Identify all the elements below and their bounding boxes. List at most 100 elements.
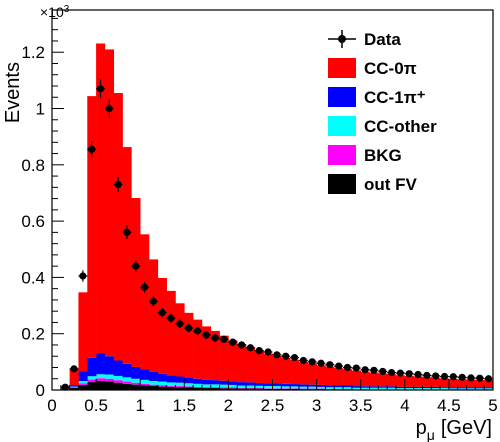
bar-cc0-25: [272, 355, 282, 384]
bar-cc1-28: [298, 384, 309, 387]
y-multiplier: ×103: [40, 4, 70, 20]
bar-ccother-49: [484, 388, 494, 390]
x-tick-label-8: 4: [400, 396, 409, 415]
bar-bkg-8: [122, 381, 132, 384]
bar-outfv-9: [131, 384, 141, 390]
bar-ccother-48: [475, 388, 485, 390]
bar-outfv-19: [219, 388, 229, 390]
data-point-44: [449, 373, 457, 381]
bar-outfv-16: [193, 387, 203, 390]
bar-cc0-24: [263, 353, 273, 384]
bar-cc1-14: [175, 376, 185, 383]
bar-cc0-30: [316, 365, 326, 385]
bar-ccother-33: [343, 387, 353, 389]
bar-ccother-20: [228, 384, 238, 388]
bar-cc1-33: [343, 385, 353, 388]
bar-cc0-39: [395, 375, 406, 387]
bar-cc0-43: [431, 377, 441, 387]
bar-cc0-5: [96, 43, 106, 354]
data-point-11: [158, 308, 166, 317]
bar-cc0-18: [210, 330, 220, 381]
bar-bkg-27: [290, 388, 300, 389]
x-tick-label-10: 5: [488, 396, 497, 415]
x-tick-label-6: 3: [312, 396, 321, 415]
x-tick-label-9: 4.5: [437, 396, 461, 415]
bar-ccother-12: [157, 381, 167, 386]
bar-bkg-3: [78, 383, 88, 385]
bar-ccother-35: [360, 387, 370, 390]
bar-cc0-15: [184, 312, 194, 378]
bar-bkg-28: [298, 388, 309, 390]
bar-ccother-6: [104, 374, 115, 379]
bar-ccother-4: [87, 376, 97, 380]
bar-ccother-8: [122, 377, 132, 382]
bar-ccother-5: [96, 374, 106, 379]
data-point-48: [484, 375, 493, 383]
data-point-24: [273, 351, 281, 359]
data-point-23: [264, 348, 272, 356]
bar-outfv-10: [140, 385, 150, 390]
bar-cc1-26: [281, 383, 291, 387]
bar-bkg-18: [210, 387, 220, 389]
bar-bkg-11: [149, 384, 159, 387]
bar-outfv-3: [78, 384, 88, 390]
bar-cc0-45: [448, 379, 459, 388]
x-tick-label-0: 0: [47, 396, 56, 415]
y-tick-label-4: 0.8: [21, 156, 45, 175]
data-point-0: [61, 383, 69, 391]
bar-cc0-40: [404, 375, 414, 387]
bar-bkg-4: [87, 379, 97, 383]
bar-bkg-5: [96, 378, 106, 381]
bar-cc0-41: [413, 376, 423, 387]
data-point-42: [432, 372, 440, 380]
y-tick-label-1: 0.2: [21, 325, 45, 344]
bar-ccother-38: [387, 387, 397, 390]
bar-outfv-17: [201, 388, 212, 390]
bar-bkg-29: [307, 388, 317, 390]
data-point-16: [202, 331, 210, 339]
bar-cc1-39: [395, 386, 406, 389]
bar-cc1-41: [413, 386, 423, 389]
bar-cc1-40: [404, 386, 414, 389]
bar-bkg-17: [201, 387, 212, 389]
bar-ccother-25: [272, 386, 282, 389]
bar-cc1-12: [157, 373, 167, 382]
data-point-45: [458, 373, 466, 381]
bar-bkg-13: [166, 385, 176, 387]
x-tick-label-1: 0.5: [84, 396, 108, 415]
bar-ccother-39: [395, 388, 406, 390]
bar-cc0-42: [422, 377, 432, 387]
data-point-22: [255, 346, 263, 355]
legend-swatch-cc1: [328, 87, 356, 107]
bar-ccother-17: [201, 384, 212, 388]
bar-ccother-42: [422, 388, 432, 390]
data-point-46: [467, 374, 475, 382]
data-point-17: [211, 334, 219, 342]
bar-cc0-23: [254, 350, 264, 383]
bar-cc1-47: [466, 387, 476, 389]
x-tick-label-7: 3.5: [349, 396, 373, 415]
bar-bkg-30: [316, 388, 326, 390]
bar-cc0-26: [281, 357, 291, 384]
bar-cc1-19: [219, 380, 229, 385]
bar-cc0-47: [466, 379, 476, 388]
bar-cc0-22: [246, 347, 256, 383]
y-tick-label-3: 0.6: [21, 212, 45, 231]
x-axis-title-main: p: [416, 417, 427, 439]
data-point-5: [105, 104, 113, 113]
bar-cc0-12: [157, 277, 167, 374]
bar-cc0-17: [201, 326, 212, 380]
bar-cc1-5: [96, 353, 106, 375]
bar-ccother-47: [466, 388, 476, 390]
bar-cc1-48: [475, 387, 485, 389]
bar-bkg-22: [246, 388, 256, 389]
bar-cc0-32: [334, 368, 344, 386]
bar-cc0-36: [369, 372, 379, 387]
legend: Data CC-0π CC-1π⁺ CC-other BKG out FV: [328, 30, 437, 194]
data-points: [60, 79, 493, 391]
bar-cc1-46: [457, 387, 467, 389]
y-multiplier-exponent: 3: [64, 4, 70, 15]
data-point-43: [440, 372, 449, 381]
bar-cc1-37: [378, 386, 388, 388]
data-point-38: [396, 369, 404, 377]
